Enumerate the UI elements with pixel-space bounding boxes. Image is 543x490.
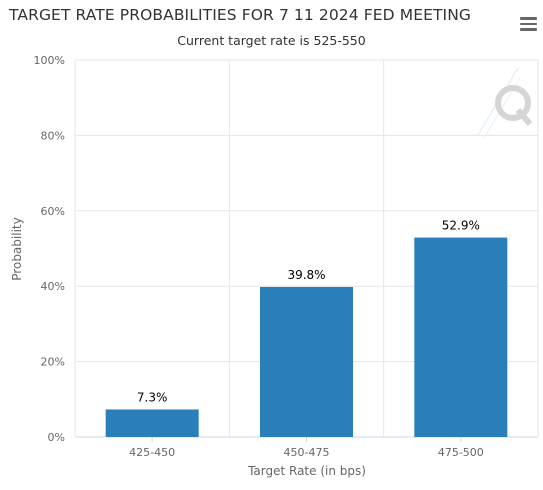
hamburger-menu-icon[interactable] xyxy=(520,17,537,31)
data-label: 7.3% xyxy=(137,390,168,404)
bar-475-500[interactable] xyxy=(414,237,508,437)
y-tick-label: 100% xyxy=(34,54,65,67)
q-logo-watermark xyxy=(477,67,533,139)
y-tick-label: 60% xyxy=(41,205,65,218)
bars-layer xyxy=(105,237,508,437)
chart-subtitle: Current target rate is 525-550 xyxy=(177,33,366,48)
y-axis-title: Probability xyxy=(10,217,24,280)
labels-layer: 0% 20% 40% 60% 80% 100% 7.3% 425-450 39.8% 450-47… xyxy=(34,54,484,459)
y-tick-label: 20% xyxy=(41,356,65,369)
bar-425-450[interactable] xyxy=(105,409,199,437)
y-tick-label: 80% xyxy=(41,129,65,142)
x-axis-title: Target Rate (in bps) xyxy=(247,464,366,478)
x-tick-label: 450-475 xyxy=(284,446,330,459)
y-tick-label: 40% xyxy=(41,280,65,293)
y-tick-label: 0% xyxy=(48,431,65,444)
chart-title: TARGET RATE PROBABILITIES FOR 7 11 2024 … xyxy=(9,6,472,24)
x-tick-label: 425-450 xyxy=(129,446,175,459)
bar-450-475[interactable] xyxy=(260,286,353,437)
x-tick-label: 475-500 xyxy=(438,446,484,459)
data-label: 52.9% xyxy=(442,219,480,233)
data-label: 39.8% xyxy=(287,268,325,282)
